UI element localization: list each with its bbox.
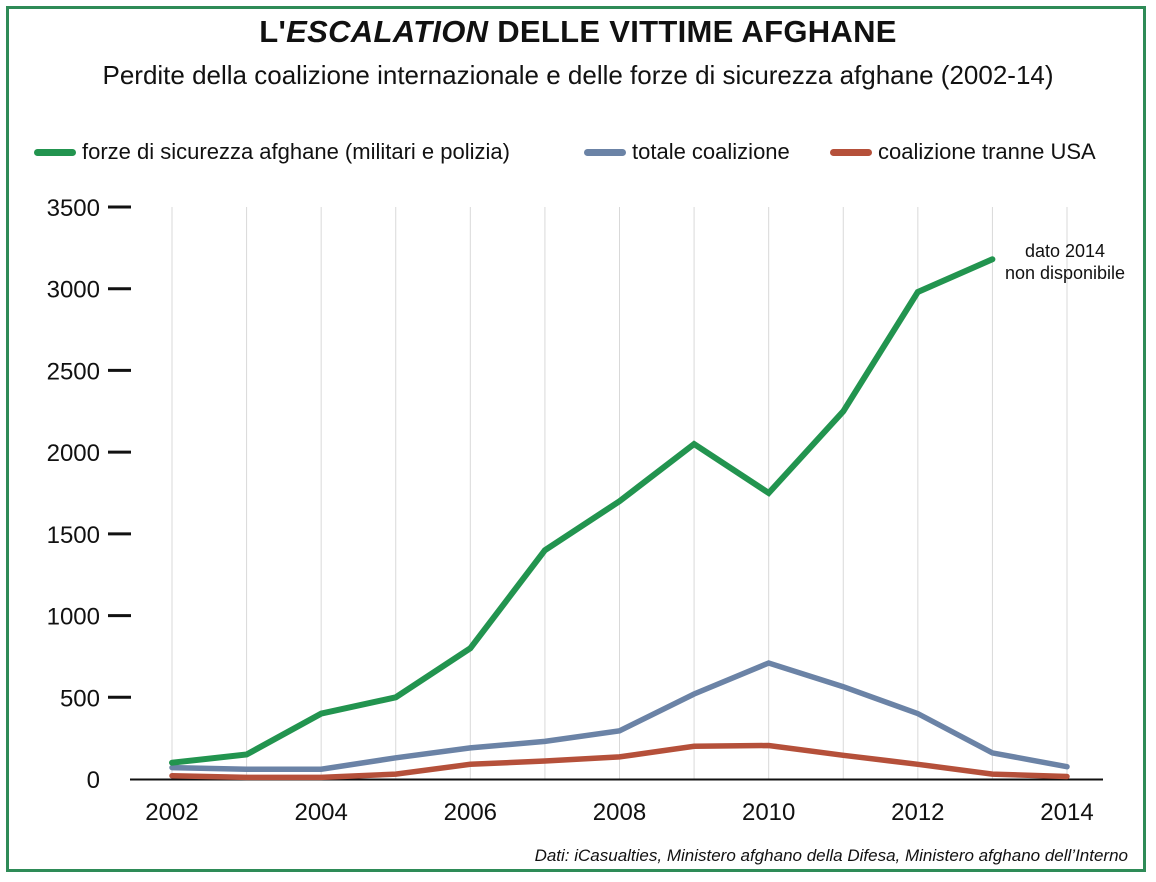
y-tick-label-1000: 1000 <box>47 604 100 631</box>
y-tick-label-3000: 3000 <box>47 277 100 304</box>
x-axis: 2002 2004 2006 2008 2010 2012 2014 <box>145 799 1093 826</box>
series-line-total-coalition <box>169 660 1070 772</box>
legend-swatch-afghan-forces <box>34 148 76 156</box>
legend-swatch-total-coalition <box>584 148 626 156</box>
annotation-line: non disponibile <box>1004 263 1126 283</box>
source-note: Dati: iCasualties, Ministero afghano del… <box>534 846 1128 865</box>
x-tick-label-2006: 2006 <box>444 799 497 826</box>
y-tick-label-2500: 2500 <box>47 358 100 385</box>
chart-title: L'ESCALATION DELLE VITTIME AFGHANE <box>259 14 897 49</box>
series-line-coalition-except-usa <box>169 742 1070 781</box>
legend-item-afghan-forces: forze di sicurezza afghane (militari e p… <box>34 137 510 167</box>
grid-lines <box>130 207 1103 781</box>
legend-item-coalition-except-usa: coalizione tranne USA <box>830 137 1096 167</box>
x-tick-label-2014: 2014 <box>1040 799 1093 826</box>
series-lines <box>169 256 1070 781</box>
y-tick-label-0: 0 <box>87 767 100 794</box>
legend-swatch-coalition-except-usa <box>830 148 872 156</box>
legend-label-coalition-except-usa: coalizione tranne USA <box>878 139 1096 164</box>
x-tick-label-2008: 2008 <box>593 799 646 826</box>
legend-label-total-coalition: totale coalizione <box>632 139 790 164</box>
y-tick-label-1500: 1500 <box>47 522 100 549</box>
chart-subtitle: Perdite della coalizione internazionale … <box>102 60 1054 90</box>
legend-label-afghan-forces: forze di sicurezza afghane (militari e p… <box>82 139 510 164</box>
series-line-afghan-forces <box>169 256 996 766</box>
y-tick-label-500: 500 <box>60 685 100 712</box>
chart-frame <box>6 6 1146 872</box>
y-tick-label-2000: 2000 <box>47 440 100 467</box>
x-tick-label-2012: 2012 <box>891 799 944 826</box>
annotation-line: dato 2014 <box>1024 241 1106 261</box>
y-tick-label-3500: 3500 <box>47 195 100 222</box>
annotation-2014-not-available: dato 2014 non disponibile <box>990 240 1140 284</box>
legend-item-total-coalition: totale coalizione <box>584 137 790 167</box>
x-tick-label-2010: 2010 <box>742 799 795 826</box>
y-axis: 0 500 1000 1500 2000 2500 3000 3500 <box>47 195 131 794</box>
x-tick-label-2004: 2004 <box>294 799 347 826</box>
legend: forze di sicurezza afghane (militari e p… <box>0 137 1156 167</box>
x-tick-label-2002: 2002 <box>145 799 198 826</box>
